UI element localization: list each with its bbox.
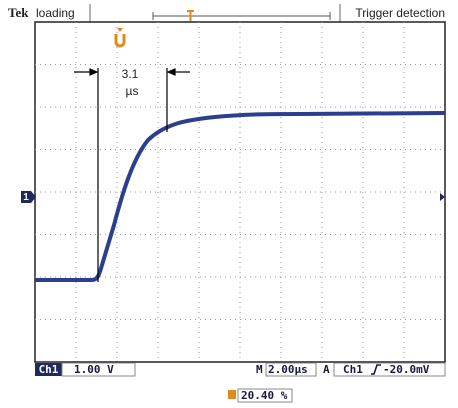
trigger-position: 20.40 %	[241, 389, 288, 402]
channel-label: Ch1	[39, 363, 59, 376]
trigger-mode: A	[323, 363, 330, 376]
trigger-position-icon	[228, 390, 236, 399]
volts-per-div: 1.00 V	[74, 363, 114, 376]
brand: Tek	[8, 5, 29, 20]
trigger-channel: Ch1	[343, 363, 363, 376]
channel-marker-label: 1	[23, 192, 29, 203]
record-bracket	[153, 12, 330, 20]
scope-screen: Tek loading Trigger detection 3.1 µs 1 C…	[0, 0, 458, 408]
time-per-div: 2.00µs	[268, 363, 308, 376]
time-label: M	[256, 363, 263, 376]
trigger-level: -20.0mV	[383, 363, 430, 376]
acquisition-status: loading	[36, 6, 75, 20]
annotation-unit: µs	[126, 84, 139, 98]
annotation-value: 3.1	[122, 67, 139, 81]
mode-label: Trigger detection	[355, 6, 445, 20]
